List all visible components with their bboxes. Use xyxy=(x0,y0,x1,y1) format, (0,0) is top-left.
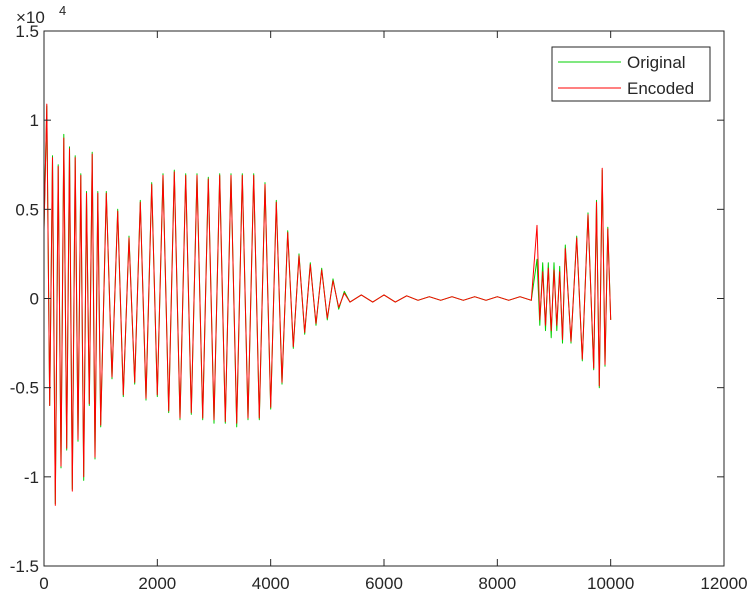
series-layer xyxy=(43,103,612,506)
x-tick-label-10000: 10000 xyxy=(587,574,634,593)
x-tick-label-4000: 4000 xyxy=(252,574,290,593)
tick-layer: 0 2000 4000 6000 8000 10000 12000 -1.5 -1 -0.5 0 0.… xyxy=(10,22,748,593)
legend-label-encoded: Encoded xyxy=(627,79,694,98)
y-tick-label--5000: -0.5 xyxy=(10,379,39,398)
y-exponent-power: 4 xyxy=(59,3,66,18)
y-tick-label-5000: 0.5 xyxy=(15,200,39,219)
x-tick-label-2000: 2000 xyxy=(138,574,176,593)
y-tick-label--15000: -1.5 xyxy=(10,557,39,576)
series-line-original xyxy=(43,105,612,505)
legend-label-original: Original xyxy=(627,53,686,72)
x-tick-label-8000: 8000 xyxy=(478,574,516,593)
y-tick-label-0: 0 xyxy=(30,290,39,309)
series-line-encoded xyxy=(43,103,612,506)
x-tick-label-6000: 6000 xyxy=(365,574,403,593)
plot-area xyxy=(44,31,724,566)
y-tick-label--10000: -1 xyxy=(24,468,39,487)
y-tick-label-10000: 1 xyxy=(30,111,39,130)
y-exponent-base: ×10 xyxy=(16,8,45,27)
legend-box xyxy=(551,46,711,102)
x-tick-label-0: 0 xyxy=(39,574,48,593)
legend: Original Encoded xyxy=(551,46,711,102)
y-tick-label-15000: 1.5 xyxy=(15,22,39,41)
x-tick-label-12000: 12000 xyxy=(700,574,747,593)
y-exponent-label: ×10 4 xyxy=(16,3,66,27)
